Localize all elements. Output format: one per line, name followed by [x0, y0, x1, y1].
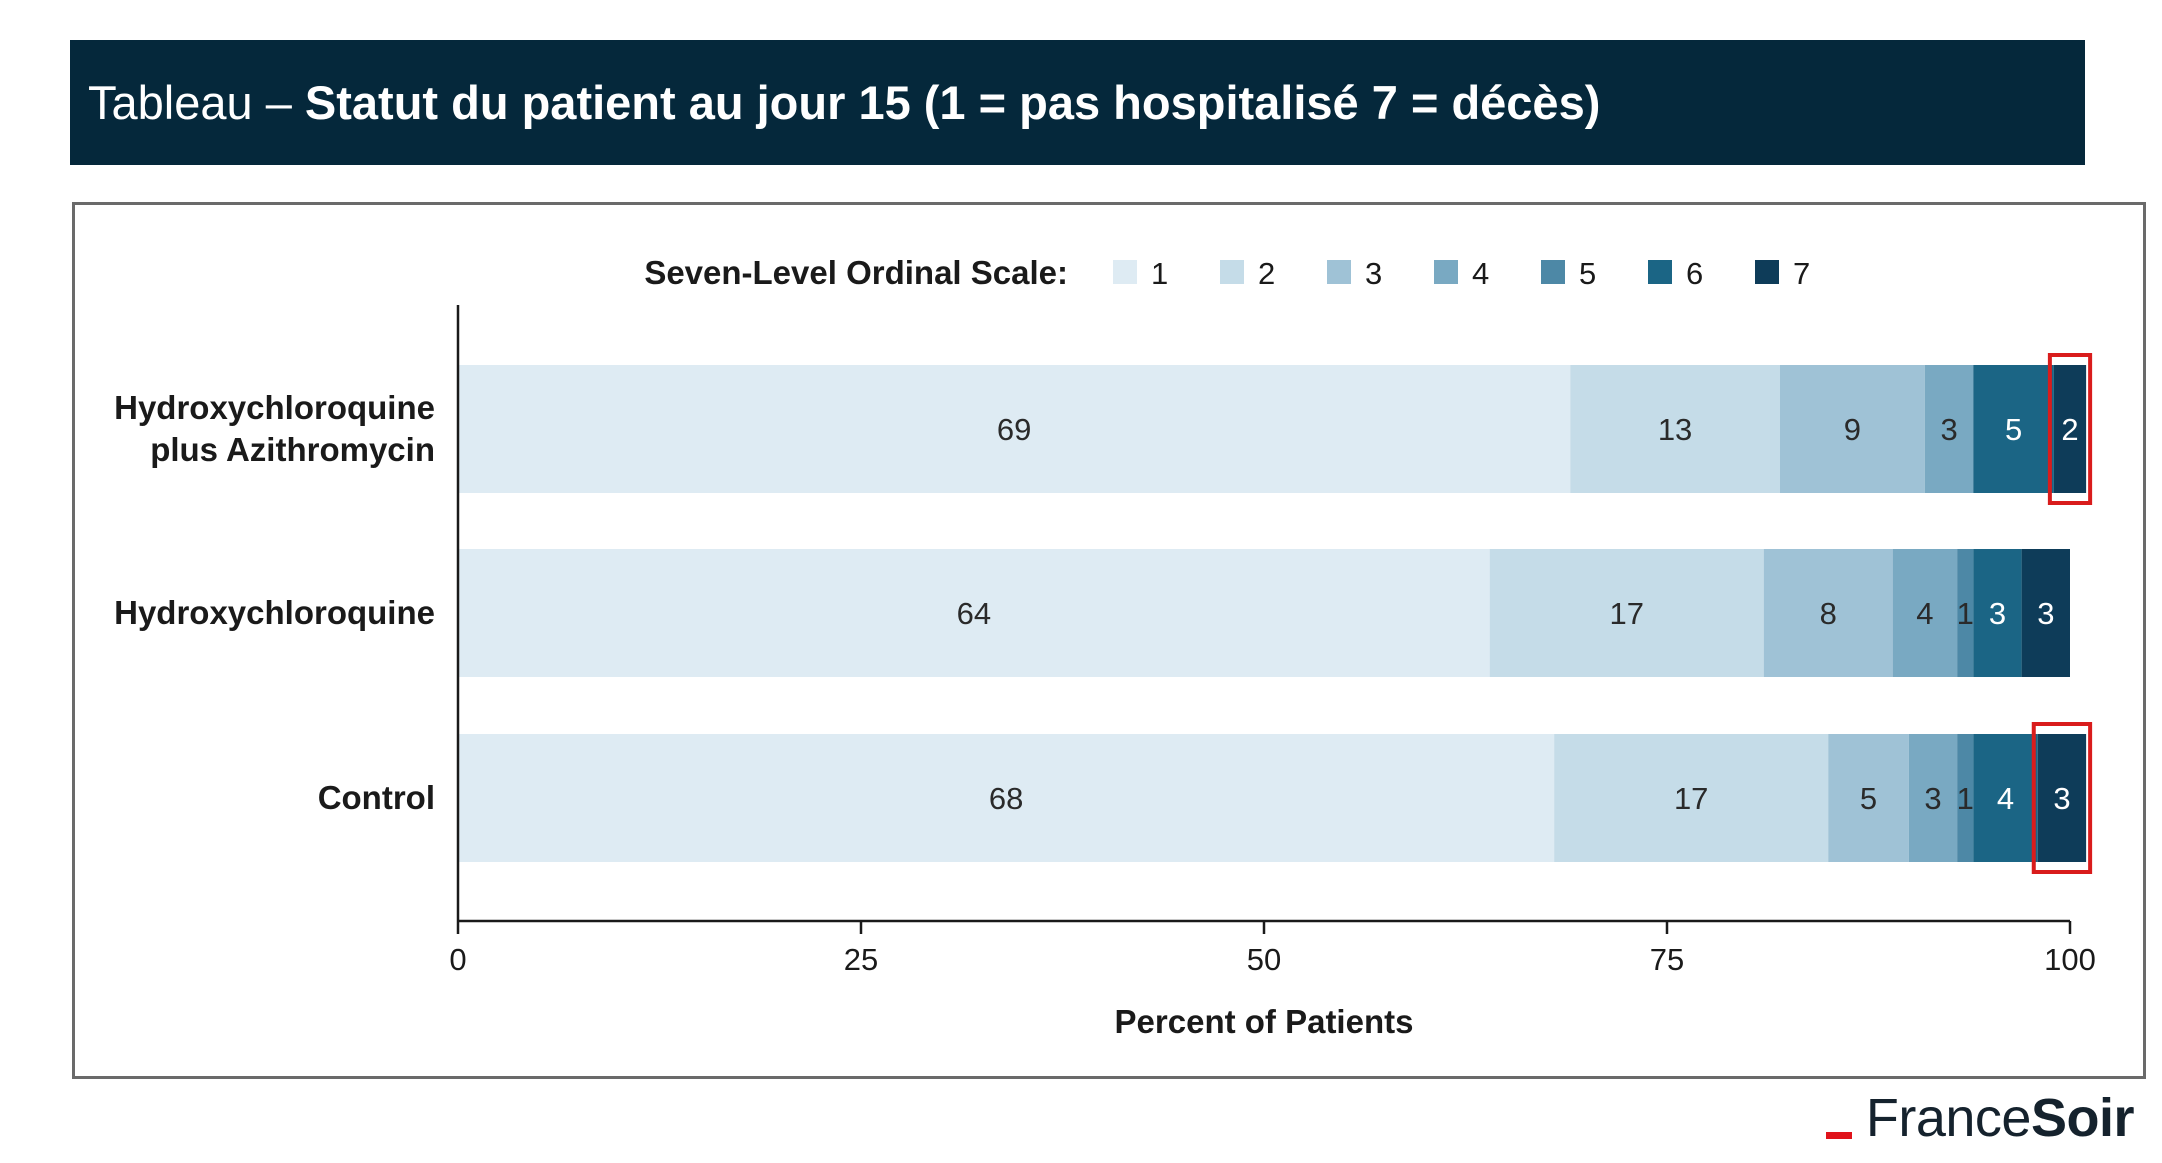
bar-segment-3-level-4: [1908, 734, 1958, 862]
bar-segment-3-level-6: [1973, 734, 2038, 862]
bar-segment-1-level-2: [1570, 365, 1780, 493]
category-label-1-line-1: Hydroxychloroquine: [114, 389, 435, 426]
bar-segment-1-level-1: [458, 365, 1571, 493]
bar-segment-1-level-7: [2053, 365, 2087, 493]
bar-segment-2-level-4: [1892, 549, 1958, 677]
data-label-2-level-5: 1: [1957, 596, 1974, 631]
bar-segment-3-level-3: [1828, 734, 1909, 862]
bar-segment-2-level-6: [1973, 549, 2022, 677]
data-label-1-level-4: 3: [1940, 412, 1957, 447]
page-title: Statut du patient au jour 15 (1 = pas ho…: [304, 76, 1601, 129]
data-label-2-level-7: 3: [2037, 596, 2054, 631]
category-label-1-line-2: plus Azithromycin: [150, 431, 435, 468]
data-label-1-level-7: 2: [2061, 412, 2078, 447]
bar-segment-2-level-7: [2021, 549, 2070, 677]
bar-segment-3-level-2: [1554, 734, 1829, 862]
legend-title: Seven-Level Ordinal Scale:: [644, 254, 1068, 291]
brand-logo: France Soir: [1825, 1087, 2135, 1149]
legend-swatch-1: [1113, 260, 1137, 284]
bar-segment-3-level-1: [458, 734, 1555, 862]
data-label-1-level-6: 5: [2005, 412, 2022, 447]
bar-segment-1-level-3: [1779, 365, 1925, 493]
title-banner: Tableau – Statut du patient au jour 15 (…: [70, 40, 2085, 165]
stacked-bar-chart: Seven-Level Ordinal Scale: 1 2 3 4 5 6 769 13 9 3 5…: [114, 254, 2096, 1040]
bar-segment-1-level-4: [1924, 365, 1974, 493]
x-tick-label-100: 100: [2044, 942, 2096, 977]
title-prefix: Tableau –: [88, 76, 305, 129]
bar-segment-3-level-7: [2037, 734, 2087, 862]
data-label-3-level-5: 1: [1957, 781, 1974, 816]
highlight-box-2: [2031, 722, 2093, 874]
data-label-3-level-4: 3: [1924, 781, 1941, 816]
x-tick-label-25: 25: [844, 942, 878, 977]
bar-segment-2-level-5: [1957, 549, 1974, 677]
highlight-box-1: [2047, 353, 2093, 505]
data-label-2-level-1: 64: [957, 596, 991, 631]
legend-swatch-4: [1434, 260, 1458, 284]
data-label-2-level-4: 4: [1916, 596, 1933, 631]
chart-panel: Seven-Level Ordinal Scale: 1 2 3 4 5 6 7 69 13 9 3 5…: [72, 202, 2146, 1079]
legend-label-6: 6: [1686, 256, 1703, 291]
x-tick-label-75: 75: [1650, 942, 1684, 977]
x-axis-title: Percent of Patients: [1115, 1003, 1414, 1040]
bar-segment-2-level-2: [1489, 549, 1764, 677]
legend-swatch-3: [1327, 260, 1351, 284]
data-label-2-level-6: 3: [1989, 596, 2006, 631]
legend-label-5: 5: [1579, 256, 1596, 291]
brand-name-part1: France: [1865, 1088, 2032, 1148]
legend-label-4: 4: [1472, 256, 1489, 291]
category-label-2: Hydroxychloroquine: [114, 594, 435, 631]
data-label-1-level-2: 13: [1658, 412, 1692, 447]
data-label-3-level-1: 68: [989, 781, 1023, 816]
brand-name-part2: Soir: [2030, 1088, 2135, 1148]
bar-segment-2-level-3: [1763, 549, 1893, 677]
legend-swatch-7: [1755, 260, 1779, 284]
legend-label-7: 7: [1793, 256, 1810, 291]
data-label-3-level-2: 17: [1674, 781, 1708, 816]
category-label-3: Control: [318, 779, 435, 816]
bar-segment-1-level-6: [1973, 365, 2054, 493]
data-label-2-level-2: 17: [1609, 596, 1643, 631]
x-tick-label-0: 0: [449, 942, 466, 977]
legend-label-3: 3: [1365, 256, 1382, 291]
data-label-2-level-3: 8: [1820, 596, 1837, 631]
data-label-3-level-3: 5: [1860, 781, 1877, 816]
data-label-1-level-3: 9: [1844, 412, 1861, 447]
bar-segment-3-level-5: [1957, 734, 1974, 862]
legend-label-1: 1: [1151, 256, 1168, 291]
brand-accent-mark: [1825, 1132, 1852, 1139]
legend-swatch-2: [1220, 260, 1244, 284]
bar-segment-2-level-1: [458, 549, 1490, 677]
data-label-3-level-6: 4: [1997, 781, 2014, 816]
legend-swatch-6: [1648, 260, 1672, 284]
data-label-1-level-1: 69: [997, 412, 1031, 447]
legend-swatch-5: [1541, 260, 1565, 284]
data-label-3-level-7: 3: [2053, 781, 2070, 816]
legend-label-2: 2: [1258, 256, 1275, 291]
x-tick-label-50: 50: [1247, 942, 1281, 977]
